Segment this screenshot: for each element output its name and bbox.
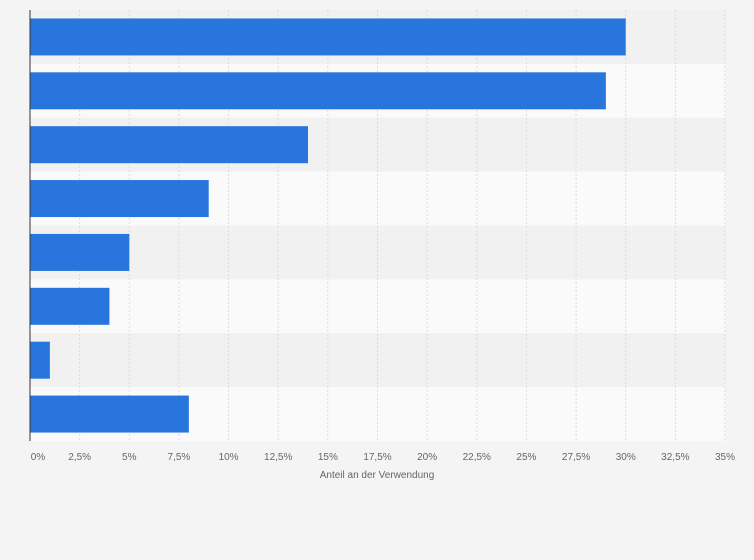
x-tick-label: 20%: [417, 452, 437, 463]
x-tick-label: 27,5%: [562, 452, 590, 463]
bar[interactable]: [30, 126, 308, 164]
bar[interactable]: [30, 72, 606, 110]
x-axis-title: Anteil an der Verwendung: [320, 470, 435, 481]
bar[interactable]: [30, 233, 130, 271]
x-tick-label: 30%: [616, 452, 636, 463]
x-tick-label: 25%: [516, 452, 536, 463]
bar[interactable]: [30, 287, 110, 325]
bar[interactable]: [30, 18, 626, 56]
x-tick-label: 15%: [318, 452, 338, 463]
x-tick-label: 7,5%: [168, 452, 191, 463]
bar[interactable]: [30, 180, 209, 218]
bar[interactable]: [30, 341, 50, 379]
bar[interactable]: [30, 395, 189, 433]
x-tick-label: 10%: [219, 452, 239, 463]
x-tick-labels: 0% 2,5% 5% 7,5% 10% 12,5% 15% 17,5% 20% 22,5% 25% 2…: [31, 452, 735, 463]
x-tick-label: 12,5%: [264, 452, 292, 463]
bars: [30, 18, 626, 433]
x-tick-label: 32,5%: [661, 452, 689, 463]
x-tick-label: 2,5%: [68, 452, 91, 463]
x-tick-label: 17,5%: [363, 452, 391, 463]
x-tick-label: 5%: [122, 452, 137, 463]
x-tick-label: 35%: [715, 452, 735, 463]
x-tick-label: 22,5%: [463, 452, 491, 463]
x-tick-label: 0%: [31, 452, 46, 463]
